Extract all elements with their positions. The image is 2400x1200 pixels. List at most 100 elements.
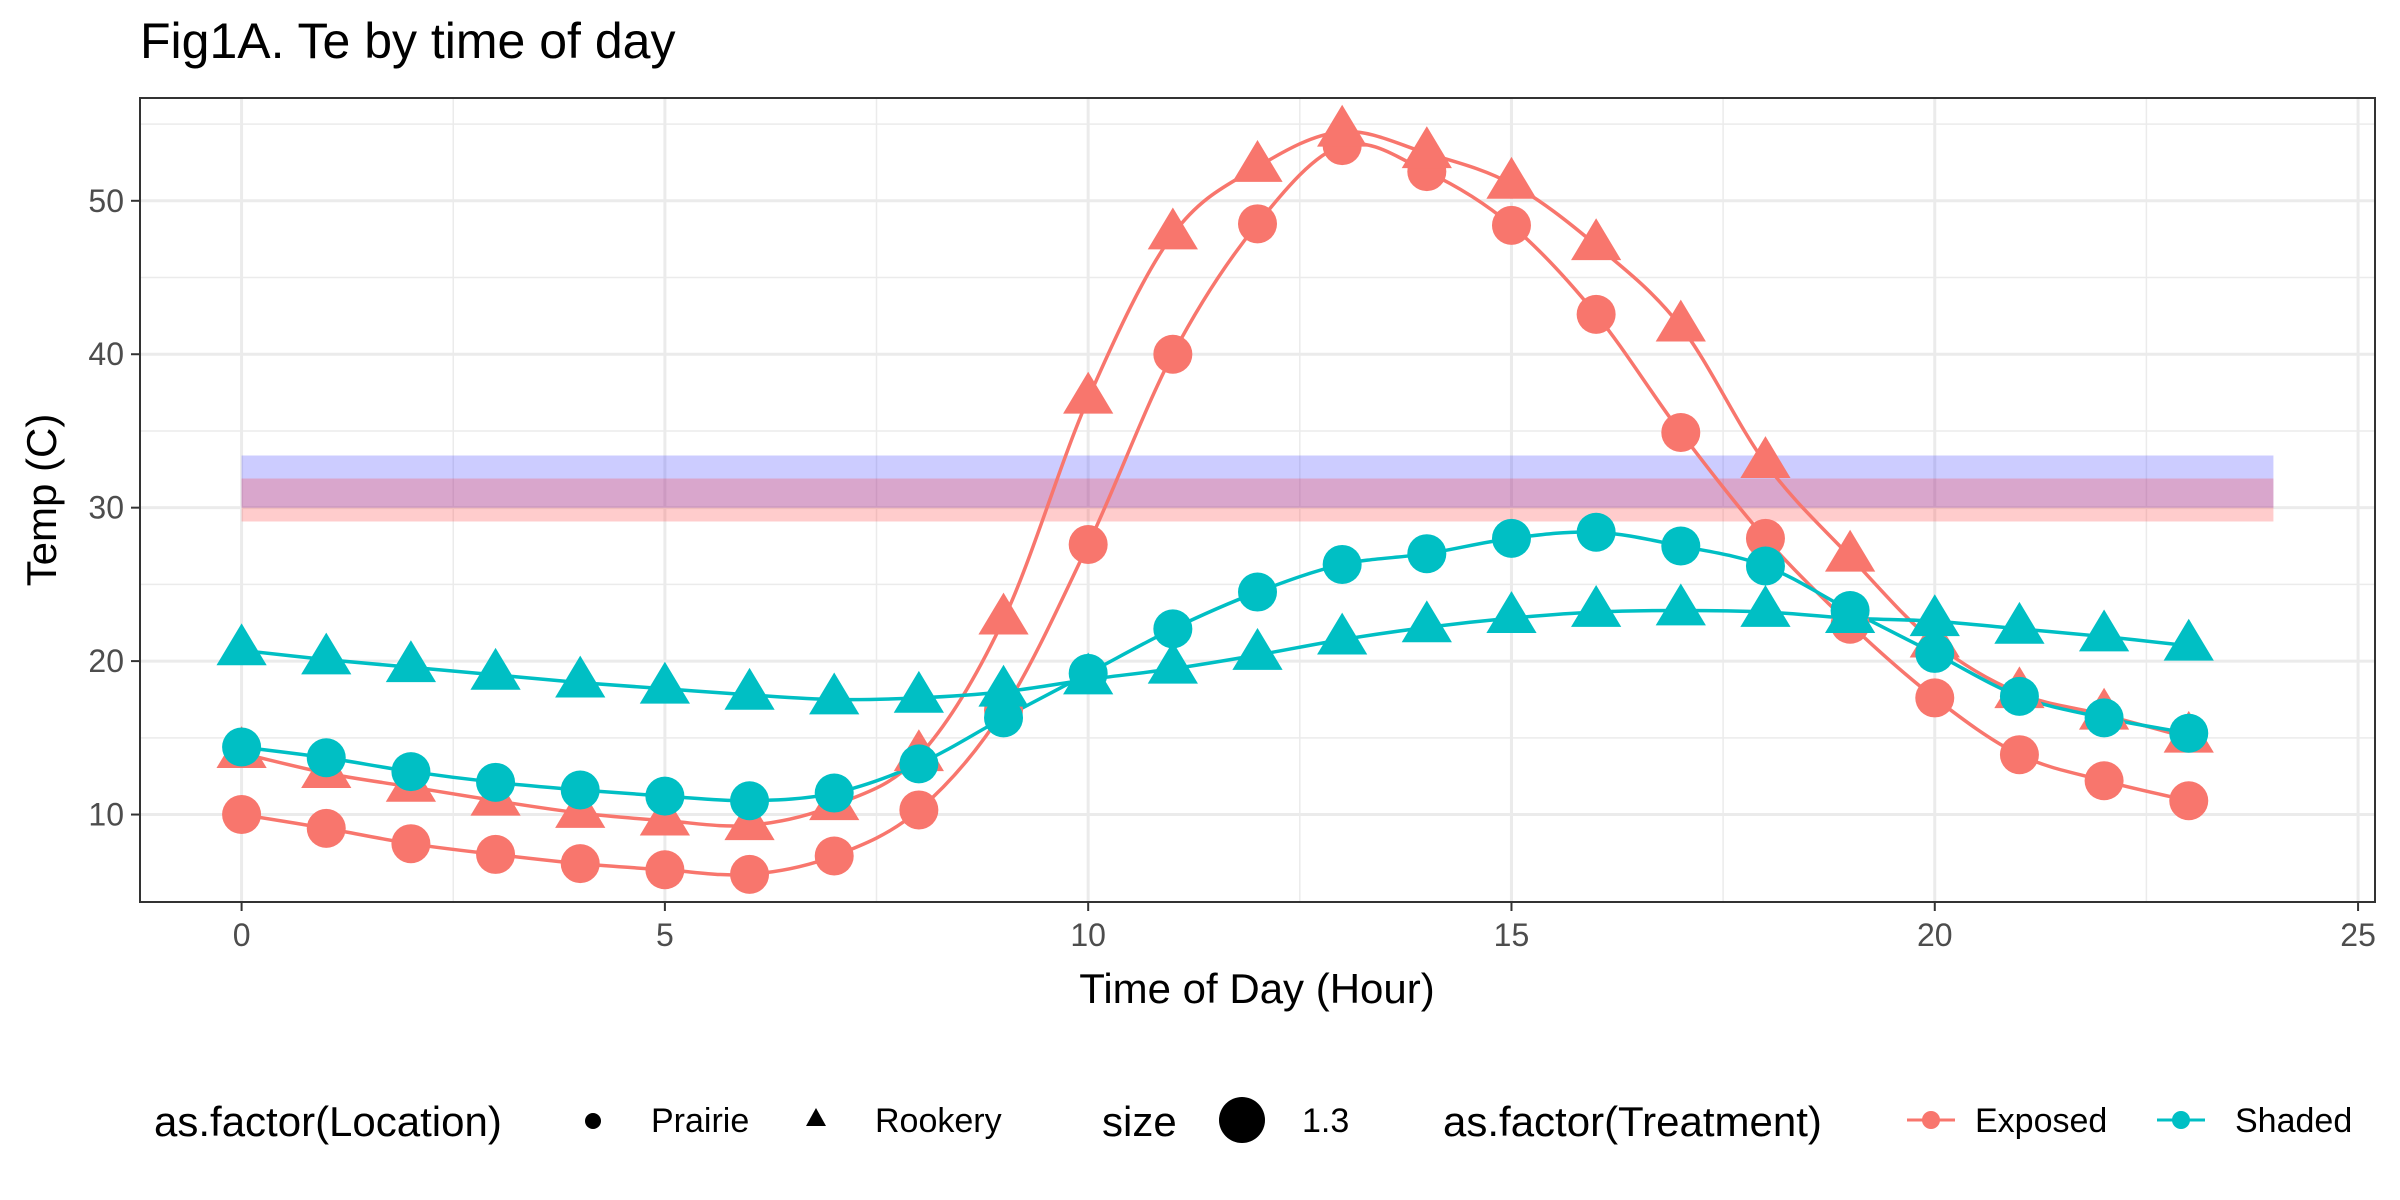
x-tick-label: 20 (1917, 917, 1953, 953)
point-exposed-prairie (306, 808, 346, 848)
point-exposed-prairie (1153, 334, 1193, 374)
point-exposed-prairie (560, 844, 600, 884)
point-shaded-rookery (555, 655, 606, 698)
y-tick-label: 20 (88, 643, 124, 679)
point-shaded-prairie (1491, 518, 1531, 558)
point-shaded-rookery (978, 664, 1029, 707)
y-tick-label: 40 (88, 336, 124, 372)
legend-size-label: 1.3 (1302, 1102, 1349, 1140)
point-shaded-prairie (1322, 544, 1362, 584)
point-exposed-rookery (1063, 371, 1114, 414)
point-exposed-rookery (1401, 126, 1452, 169)
point-shaded-prairie (222, 727, 262, 767)
point-shaded-rookery (1571, 585, 1622, 627)
point-shaded-rookery (301, 632, 352, 675)
x-tick-label: 15 (1494, 917, 1530, 953)
legend-rookery-key (806, 1108, 826, 1126)
point-shaded-prairie (645, 776, 685, 816)
point-exposed-prairie (730, 854, 770, 894)
point-shaded-rookery (2078, 609, 2130, 652)
legend-size-title: size (1102, 1098, 1177, 1145)
point-exposed-prairie (2084, 761, 2124, 801)
point-shaded-rookery (1317, 612, 1368, 655)
point-exposed-prairie (222, 795, 262, 835)
point-exposed-prairie (1745, 518, 1785, 558)
point-exposed-rookery (1232, 140, 1283, 182)
point-shaded-rookery (1063, 652, 1114, 695)
point-exposed-prairie (1915, 678, 1955, 718)
point-shaded-prairie (1661, 526, 1701, 566)
legend: as.factor(Location) Prairie Rookery size… (154, 1097, 2352, 1145)
plot-border (139, 97, 2376, 903)
legend-treatment-title: as.factor(Treatment) (1443, 1098, 1822, 1145)
point-exposed-prairie (1661, 412, 1701, 452)
point-shaded-rookery (893, 670, 944, 713)
threshold-band-1 (241, 455, 2274, 508)
point-exposed-prairie (391, 824, 431, 864)
point-shaded-rookery (1655, 583, 1706, 626)
legend-prairie-key (585, 1113, 601, 1129)
point-shaded-rookery (2163, 618, 2214, 661)
point-exposed-rookery (1317, 104, 1368, 147)
point-shaded-rookery (1994, 601, 2045, 644)
point-exposed-prairie (814, 836, 854, 876)
series-points (216, 104, 2214, 894)
x-tick-label: 5 (656, 917, 674, 953)
point-shaded-rookery (1909, 594, 1960, 637)
point-shaded-rookery (1825, 591, 1876, 633)
point-exposed-prairie (645, 850, 685, 890)
point-exposed-prairie (1491, 205, 1531, 245)
point-shaded-rookery (1486, 591, 1537, 633)
point-exposed-rookery (1147, 207, 1198, 250)
point-shaded-rookery (470, 647, 521, 690)
point-shaded-prairie (814, 773, 854, 813)
legend-shaded-label: Shaded (2235, 1102, 2352, 1140)
point-exposed-rookery (978, 592, 1029, 635)
point-exposed-prairie (2169, 781, 2209, 821)
threshold-bands (241, 455, 2274, 522)
point-shaded-prairie (391, 752, 431, 792)
point-shaded-prairie (306, 738, 346, 778)
legend-size-key (1219, 1097, 1265, 1143)
point-exposed-rookery (1825, 529, 1876, 572)
chart-title: Fig1A. Te by time of day (140, 13, 675, 69)
point-shaded-prairie (1407, 534, 1447, 574)
point-shaded-prairie (2169, 713, 2209, 753)
point-exposed-rookery (1740, 436, 1791, 479)
point-shaded-rookery (216, 623, 267, 666)
point-shaded-prairie (2084, 698, 2124, 738)
y-axis-title: Temp (C) (18, 414, 65, 587)
y-tick-label: 30 (88, 490, 124, 526)
legend-rookery-label: Rookery (875, 1102, 1002, 1140)
x-tick-label: 10 (1070, 917, 1106, 953)
y-tick-label: 50 (88, 183, 124, 219)
y-axis: 10 20 30 40 50 (88, 183, 140, 833)
legend-exposed-key (1922, 1111, 1940, 1129)
legend-location-title: as.factor(Location) (154, 1098, 502, 1145)
point-shaded-prairie (1153, 609, 1193, 649)
point-shaded-prairie (1999, 676, 2039, 716)
point-shaded-rookery (1740, 585, 1791, 627)
point-shaded-prairie (984, 698, 1024, 738)
point-shaded-rookery (1232, 627, 1283, 670)
point-exposed-rookery (1571, 218, 1622, 261)
point-exposed-rookery (1486, 156, 1537, 199)
point-shaded-prairie (560, 770, 600, 810)
major-gridlines (140, 98, 2375, 902)
plot-panel (139, 97, 2376, 903)
point-shaded-prairie (1745, 546, 1785, 586)
point-shaded-rookery (1147, 641, 1198, 684)
point-exposed-prairie (1999, 735, 2039, 775)
legend-exposed-label: Exposed (1975, 1102, 2107, 1140)
point-shaded-prairie (730, 781, 770, 821)
point-exposed-prairie (1068, 524, 1108, 564)
x-tick-label: 0 (233, 917, 251, 953)
legend-prairie-label: Prairie (651, 1102, 749, 1140)
threshold-band-2 (241, 478, 2274, 522)
point-exposed-prairie (1576, 294, 1616, 334)
point-shaded-prairie (1238, 572, 1277, 612)
x-axis: 0 5 10 15 20 25 (233, 902, 2376, 953)
x-tick-label: 25 (2340, 917, 2376, 953)
point-shaded-rookery (809, 672, 860, 715)
point-shaded-rookery (385, 640, 437, 683)
